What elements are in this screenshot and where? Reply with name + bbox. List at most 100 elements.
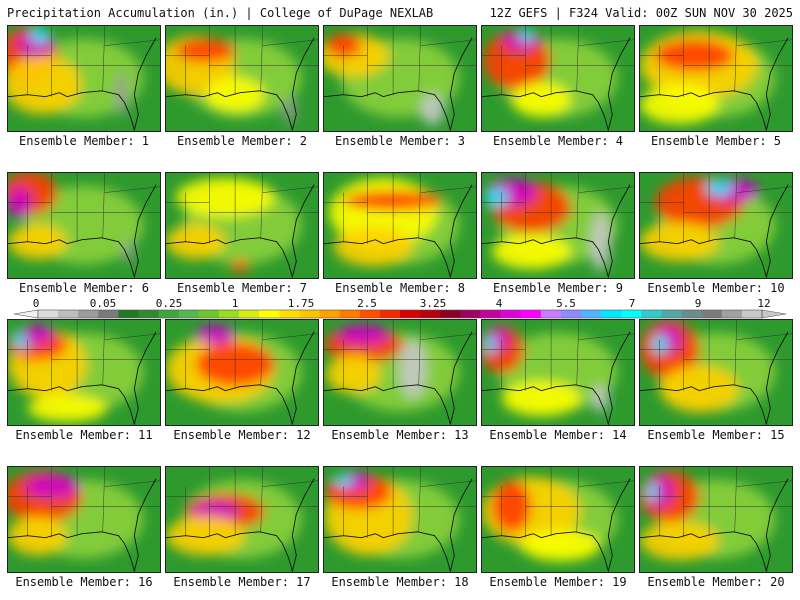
- colorbar-swatch: [219, 310, 240, 318]
- state-boundary: [736, 186, 792, 193]
- colorbar-swatch: [379, 310, 401, 318]
- colorbar-swatch: [279, 310, 300, 318]
- state-boundary: [734, 26, 737, 91]
- precip-blob: [501, 380, 581, 417]
- state-boundary: [578, 39, 634, 46]
- precip-blob: [333, 474, 354, 487]
- colorbar-tick-label: 9: [695, 297, 702, 310]
- precip-blob: [645, 481, 658, 502]
- state-boundary: [576, 26, 579, 91]
- precipitation-map: [640, 320, 792, 425]
- state-boundary: [578, 480, 634, 487]
- ensemble-member-caption: Ensemble Member: 13: [331, 428, 469, 442]
- state-boundary: [576, 173, 579, 238]
- precipitation-map: [482, 26, 634, 131]
- coastline: [640, 37, 789, 131]
- state-boundary: [418, 467, 421, 532]
- state-boundary: [262, 333, 318, 340]
- ensemble-member-caption: Ensemble Member: 6: [18, 281, 150, 295]
- precipitation-map: [640, 467, 792, 572]
- ensemble-member-caption: Ensemble Member: 4: [492, 134, 624, 148]
- state-boundary: [102, 320, 105, 385]
- precipitation-map: [640, 173, 792, 278]
- ensemble-member-caption: Ensemble Member: 11: [15, 428, 153, 442]
- coastline: [166, 331, 315, 425]
- ensemble-map-panel: [639, 25, 793, 132]
- precipitation-map: [166, 320, 318, 425]
- colorbar-swatch: [420, 310, 441, 318]
- colorbar-swatch: [681, 310, 702, 318]
- ensemble-map-panel: [165, 172, 319, 279]
- colorbar-swatch: [400, 310, 421, 318]
- state-boundary: [262, 39, 318, 46]
- state-boundary: [102, 173, 105, 238]
- precip-blob: [8, 55, 83, 115]
- precip-blob: [705, 179, 733, 196]
- state-boundary: [260, 26, 263, 91]
- precip-blob: [654, 39, 734, 72]
- colorbar-swatch: [480, 310, 501, 318]
- precip-field: [166, 35, 302, 124]
- precip-blob: [123, 239, 134, 264]
- precip-field: [482, 29, 618, 118]
- coastline: [482, 478, 631, 572]
- precip-field: [640, 320, 776, 413]
- colorbar-swatch: [98, 310, 119, 318]
- precip-blob: [659, 365, 739, 413]
- state-boundary: [102, 26, 105, 91]
- ensemble-member-caption: Ensemble Member: 17: [173, 575, 311, 589]
- state-boundary: [576, 320, 579, 385]
- colorbar-swatch: [540, 310, 562, 318]
- ensemble-member-caption: Ensemble Member: 20: [647, 575, 785, 589]
- state-boundary: [736, 480, 792, 487]
- colorbar-swatch: [621, 310, 642, 318]
- coastline: [640, 184, 789, 278]
- state-boundary: [104, 333, 160, 340]
- ensemble-map-panel: [165, 466, 319, 573]
- colorbar-swatch: [158, 310, 180, 318]
- state-boundary: [734, 467, 737, 532]
- state-boundary: [420, 186, 476, 193]
- ensemble-map-panel: [323, 172, 477, 279]
- precipitation-map: [640, 26, 792, 131]
- precip-blob: [115, 73, 128, 117]
- state-boundary: [104, 480, 160, 487]
- ensemble-map-panel: [639, 172, 793, 279]
- ensemble-member-caption: Ensemble Member: 19: [489, 575, 627, 589]
- state-boundary: [418, 173, 421, 238]
- precip-blob: [24, 474, 81, 499]
- colorbar-swatch: [701, 310, 723, 318]
- ensemble-map-panel: [165, 25, 319, 132]
- colorbar-tick-label: 1.75: [288, 297, 315, 310]
- precipitation-map: [324, 26, 476, 131]
- colorbar-swatch: [721, 310, 743, 318]
- precipitation-map: [166, 173, 318, 278]
- colorbar-swatch: [319, 310, 340, 318]
- coastline: [324, 478, 473, 572]
- colorbar-tick-label: 5.5: [556, 297, 576, 310]
- precipitation-map: [482, 173, 634, 278]
- state-boundary: [578, 333, 634, 340]
- colorbar-swatch: [299, 310, 320, 318]
- colorbar-swatch: [118, 310, 139, 318]
- precip-blob: [640, 84, 719, 125]
- precip-blob: [420, 93, 445, 126]
- colorbar-swatch: [641, 310, 662, 318]
- colorbar-swatch: [38, 310, 59, 318]
- colorbar-tick-label: 4: [496, 297, 503, 310]
- precip-blob: [27, 394, 107, 423]
- precip-field: [8, 173, 144, 265]
- colorbar-tick-label: 7: [629, 297, 636, 310]
- ensemble-map-panel: [481, 172, 635, 279]
- state-boundary: [260, 173, 263, 238]
- precipitation-map: [8, 26, 160, 131]
- state-boundary: [102, 467, 105, 532]
- ensemble-member-caption: Ensemble Member: 9: [492, 281, 624, 295]
- colorbar-swatch: [601, 310, 622, 318]
- precipitation-map: [324, 467, 476, 572]
- colorbar-swatch: [500, 310, 521, 318]
- state-boundary: [420, 333, 476, 340]
- ensemble-map-panel: [323, 319, 477, 426]
- ensemble-map-panel: [323, 25, 477, 132]
- colorbar-max-arrow: [761, 309, 787, 319]
